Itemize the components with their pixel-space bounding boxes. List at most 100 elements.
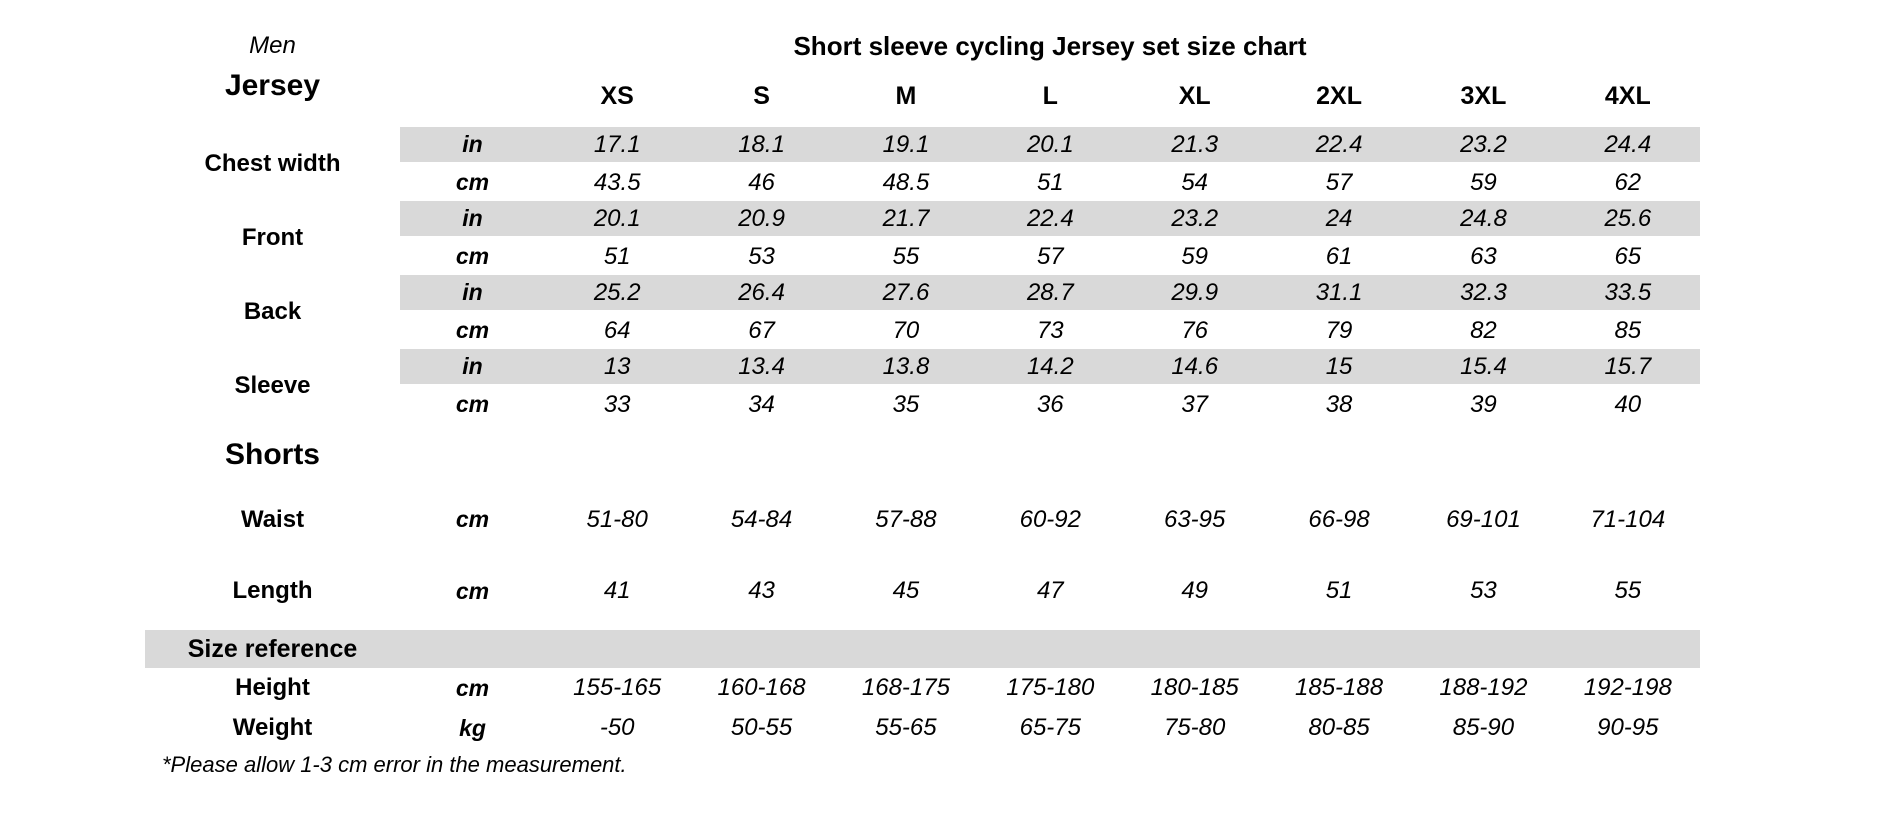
value-cell: 61 (1325, 242, 1353, 270)
value-cell: 37 (1181, 390, 1209, 418)
value-cell: 13.8 (833, 349, 979, 386)
value-cell: 175-180 (1006, 674, 1095, 701)
value-cell: 51 (1325, 577, 1353, 604)
value-cell: 90-95 (1597, 714, 1659, 741)
section-label-size-reference: Size reference (187, 634, 358, 663)
row-label: Chest width (204, 150, 341, 177)
unit-label: in (400, 275, 545, 312)
value-cell: 57 (1325, 168, 1353, 196)
row-label: Height (235, 674, 310, 701)
value-cell: 13.4 (689, 349, 834, 386)
value-cell: 15.4 (1411, 349, 1556, 386)
row-label: Weight (232, 714, 313, 741)
value-cell: 59 (1470, 168, 1497, 196)
value-cell: 34 (748, 390, 775, 418)
value-cell: 15 (1266, 349, 1412, 386)
value-cell: 67 (748, 316, 775, 344)
value-cell: 54 (1181, 168, 1209, 196)
value-cell: 69-101 (1446, 505, 1521, 533)
value-cell: 192-198 (1583, 674, 1672, 701)
unit-label: cm (455, 317, 490, 343)
value-cell: 25.2 (545, 275, 690, 312)
unit-label: cm (455, 577, 490, 604)
value-cell: 53 (1470, 577, 1497, 604)
value-cell: 85 (1614, 316, 1642, 344)
value-cell: 80-85 (1308, 714, 1370, 741)
value-cell: 36 (1036, 390, 1064, 418)
value-cell: 60-92 (1019, 505, 1081, 533)
value-cell: 27.6 (833, 275, 979, 312)
unit-label: cm (455, 169, 490, 195)
value-cell: 79 (1325, 316, 1353, 344)
size-column-header-s: S (753, 81, 770, 110)
value-cell: -50 (599, 714, 635, 741)
value-cell: 14.2 (978, 349, 1123, 386)
value-cell: 21.3 (1122, 127, 1267, 164)
value-cell: 155-165 (573, 674, 662, 701)
page-title: Short sleeve cycling Jersey set size cha… (793, 30, 1307, 61)
unit-label: cm (455, 674, 490, 701)
gender-label: Men (249, 32, 296, 59)
value-cell: 55-65 (875, 714, 937, 741)
row-label: Length (232, 577, 313, 604)
value-cell: 22.4 (978, 201, 1123, 238)
value-cell: 50-55 (730, 714, 793, 741)
value-cell: 73 (1036, 316, 1064, 344)
value-cell: 20.1 (978, 127, 1123, 164)
value-cell: 168-175 (861, 674, 950, 701)
value-cell: 24.4 (1555, 127, 1700, 164)
value-cell: 31.1 (1266, 275, 1412, 312)
value-cell: 63-95 (1163, 505, 1226, 533)
value-cell: 49 (1181, 577, 1209, 604)
value-cell: 28.7 (978, 275, 1123, 312)
row-label: Waist (240, 505, 305, 533)
value-cell: 46 (748, 168, 775, 196)
value-cell: 33 (603, 390, 631, 418)
value-cell: 21.7 (833, 201, 979, 238)
row-label: Back (243, 298, 302, 325)
value-cell: 23.2 (1122, 201, 1267, 238)
size-column-header-4xl: 4XL (1604, 81, 1651, 110)
value-cell: 35 (892, 390, 920, 418)
value-cell: 33.5 (1555, 275, 1700, 312)
value-cell: 57-88 (875, 505, 937, 533)
unit-label: in (400, 127, 545, 164)
unit-label: in (400, 349, 545, 386)
unit-label: cm (455, 243, 490, 269)
value-cell: 51-80 (586, 505, 648, 533)
value-cell: 43 (748, 577, 775, 604)
value-cell: 20.9 (689, 201, 834, 238)
value-cell: 26.4 (689, 275, 834, 312)
size-column-header-2xl: 2XL (1316, 81, 1362, 110)
unit-label: cm (455, 391, 490, 417)
value-cell: 51 (1036, 168, 1064, 196)
value-cell: 57 (1036, 242, 1064, 270)
value-cell: 29.9 (1122, 275, 1267, 312)
value-cell: 53 (748, 242, 775, 270)
value-cell: 59 (1181, 242, 1209, 270)
value-cell: 23.2 (1411, 127, 1556, 164)
size-reference-band (145, 630, 1700, 668)
footnote: *Please allow 1-3 cm error in the measur… (162, 752, 627, 777)
value-cell: 48.5 (882, 168, 930, 196)
size-column-header-xl: XL (1178, 81, 1211, 110)
value-cell: 71-104 (1590, 505, 1666, 533)
value-cell: 14.6 (1122, 349, 1267, 386)
unit-label: kg (459, 714, 486, 741)
size-column-header-m: M (895, 81, 917, 110)
value-cell: 43.5 (593, 168, 641, 196)
unit-label: in (400, 201, 545, 238)
value-cell: 32.3 (1411, 275, 1556, 312)
value-cell: 188-192 (1439, 674, 1528, 701)
value-cell: 24.8 (1411, 201, 1556, 238)
value-cell: 15.7 (1555, 349, 1700, 386)
value-cell: 55 (892, 242, 920, 270)
value-cell: 54-84 (730, 505, 793, 533)
row-label: Sleeve (234, 372, 311, 399)
value-cell: 82 (1470, 316, 1497, 344)
unit-label: cm (455, 506, 490, 532)
value-cell: 70 (892, 316, 920, 344)
value-cell: 41 (603, 577, 631, 604)
value-cell: 24 (1266, 201, 1412, 238)
